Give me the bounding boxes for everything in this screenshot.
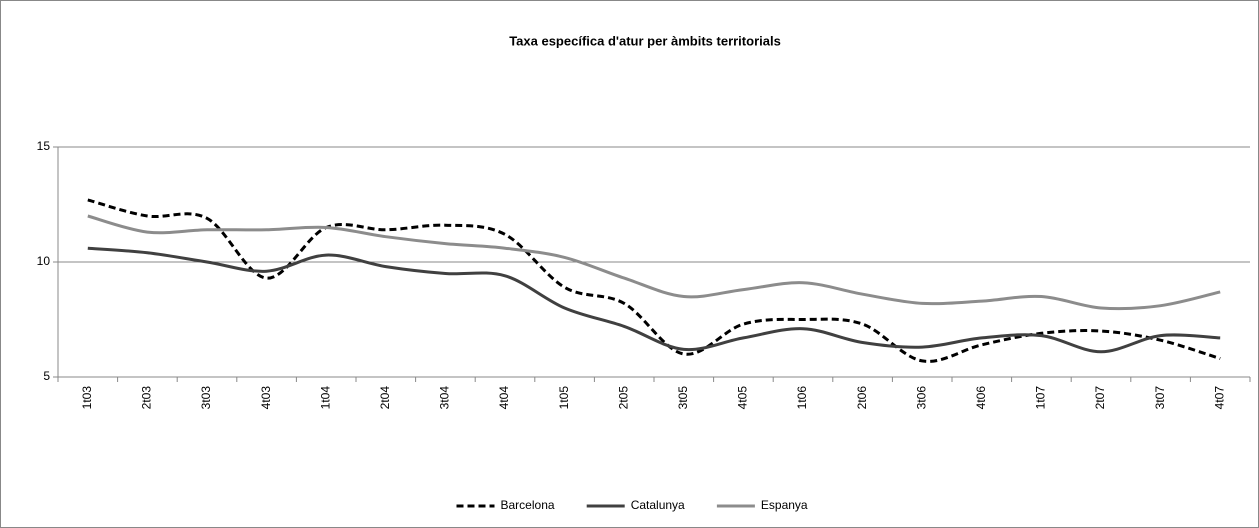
x-tick-label: 1t05 [557, 386, 571, 410]
x-tick-label: 4t06 [974, 386, 988, 410]
x-tick-label: 1t06 [795, 386, 809, 410]
series-line [87, 198, 1221, 363]
series-line [87, 214, 1221, 311]
x-tick-label: 2t06 [855, 386, 869, 410]
x-tick-label: 3t04 [438, 386, 452, 410]
x-tick-label: 3t03 [199, 386, 213, 410]
y-tick-label: 5 [43, 369, 50, 383]
series-line [87, 246, 1221, 354]
chart-title: Taxa específica d'atur per àmbits territ… [509, 33, 781, 48]
x-tick-label: 1t07 [1034, 386, 1048, 410]
x-tick-label: 1t03 [80, 386, 94, 410]
x-tick-label: 3t07 [1153, 386, 1167, 410]
x-tick-label: 2t07 [1093, 386, 1107, 410]
x-tick-label: 4t04 [497, 386, 511, 410]
x-tick-label: 4t05 [736, 386, 750, 410]
x-tick-label: 4t03 [259, 386, 273, 410]
x-tick-label: 3t05 [676, 386, 690, 410]
y-tick-label: 10 [37, 254, 51, 268]
x-tick-label: 2t04 [378, 386, 392, 410]
x-tick-label: 2t03 [140, 386, 154, 410]
x-tick-label: 1t04 [318, 386, 332, 410]
x-tick-label: 3t06 [914, 386, 928, 410]
legend-label: Barcelona [501, 498, 555, 512]
legend-label: Espanya [761, 498, 808, 512]
legend-label: Catalunya [631, 498, 685, 512]
x-tick-label: 4t07 [1212, 386, 1226, 410]
y-tick-label: 15 [37, 139, 51, 153]
x-tick-label: 2t05 [616, 386, 630, 410]
